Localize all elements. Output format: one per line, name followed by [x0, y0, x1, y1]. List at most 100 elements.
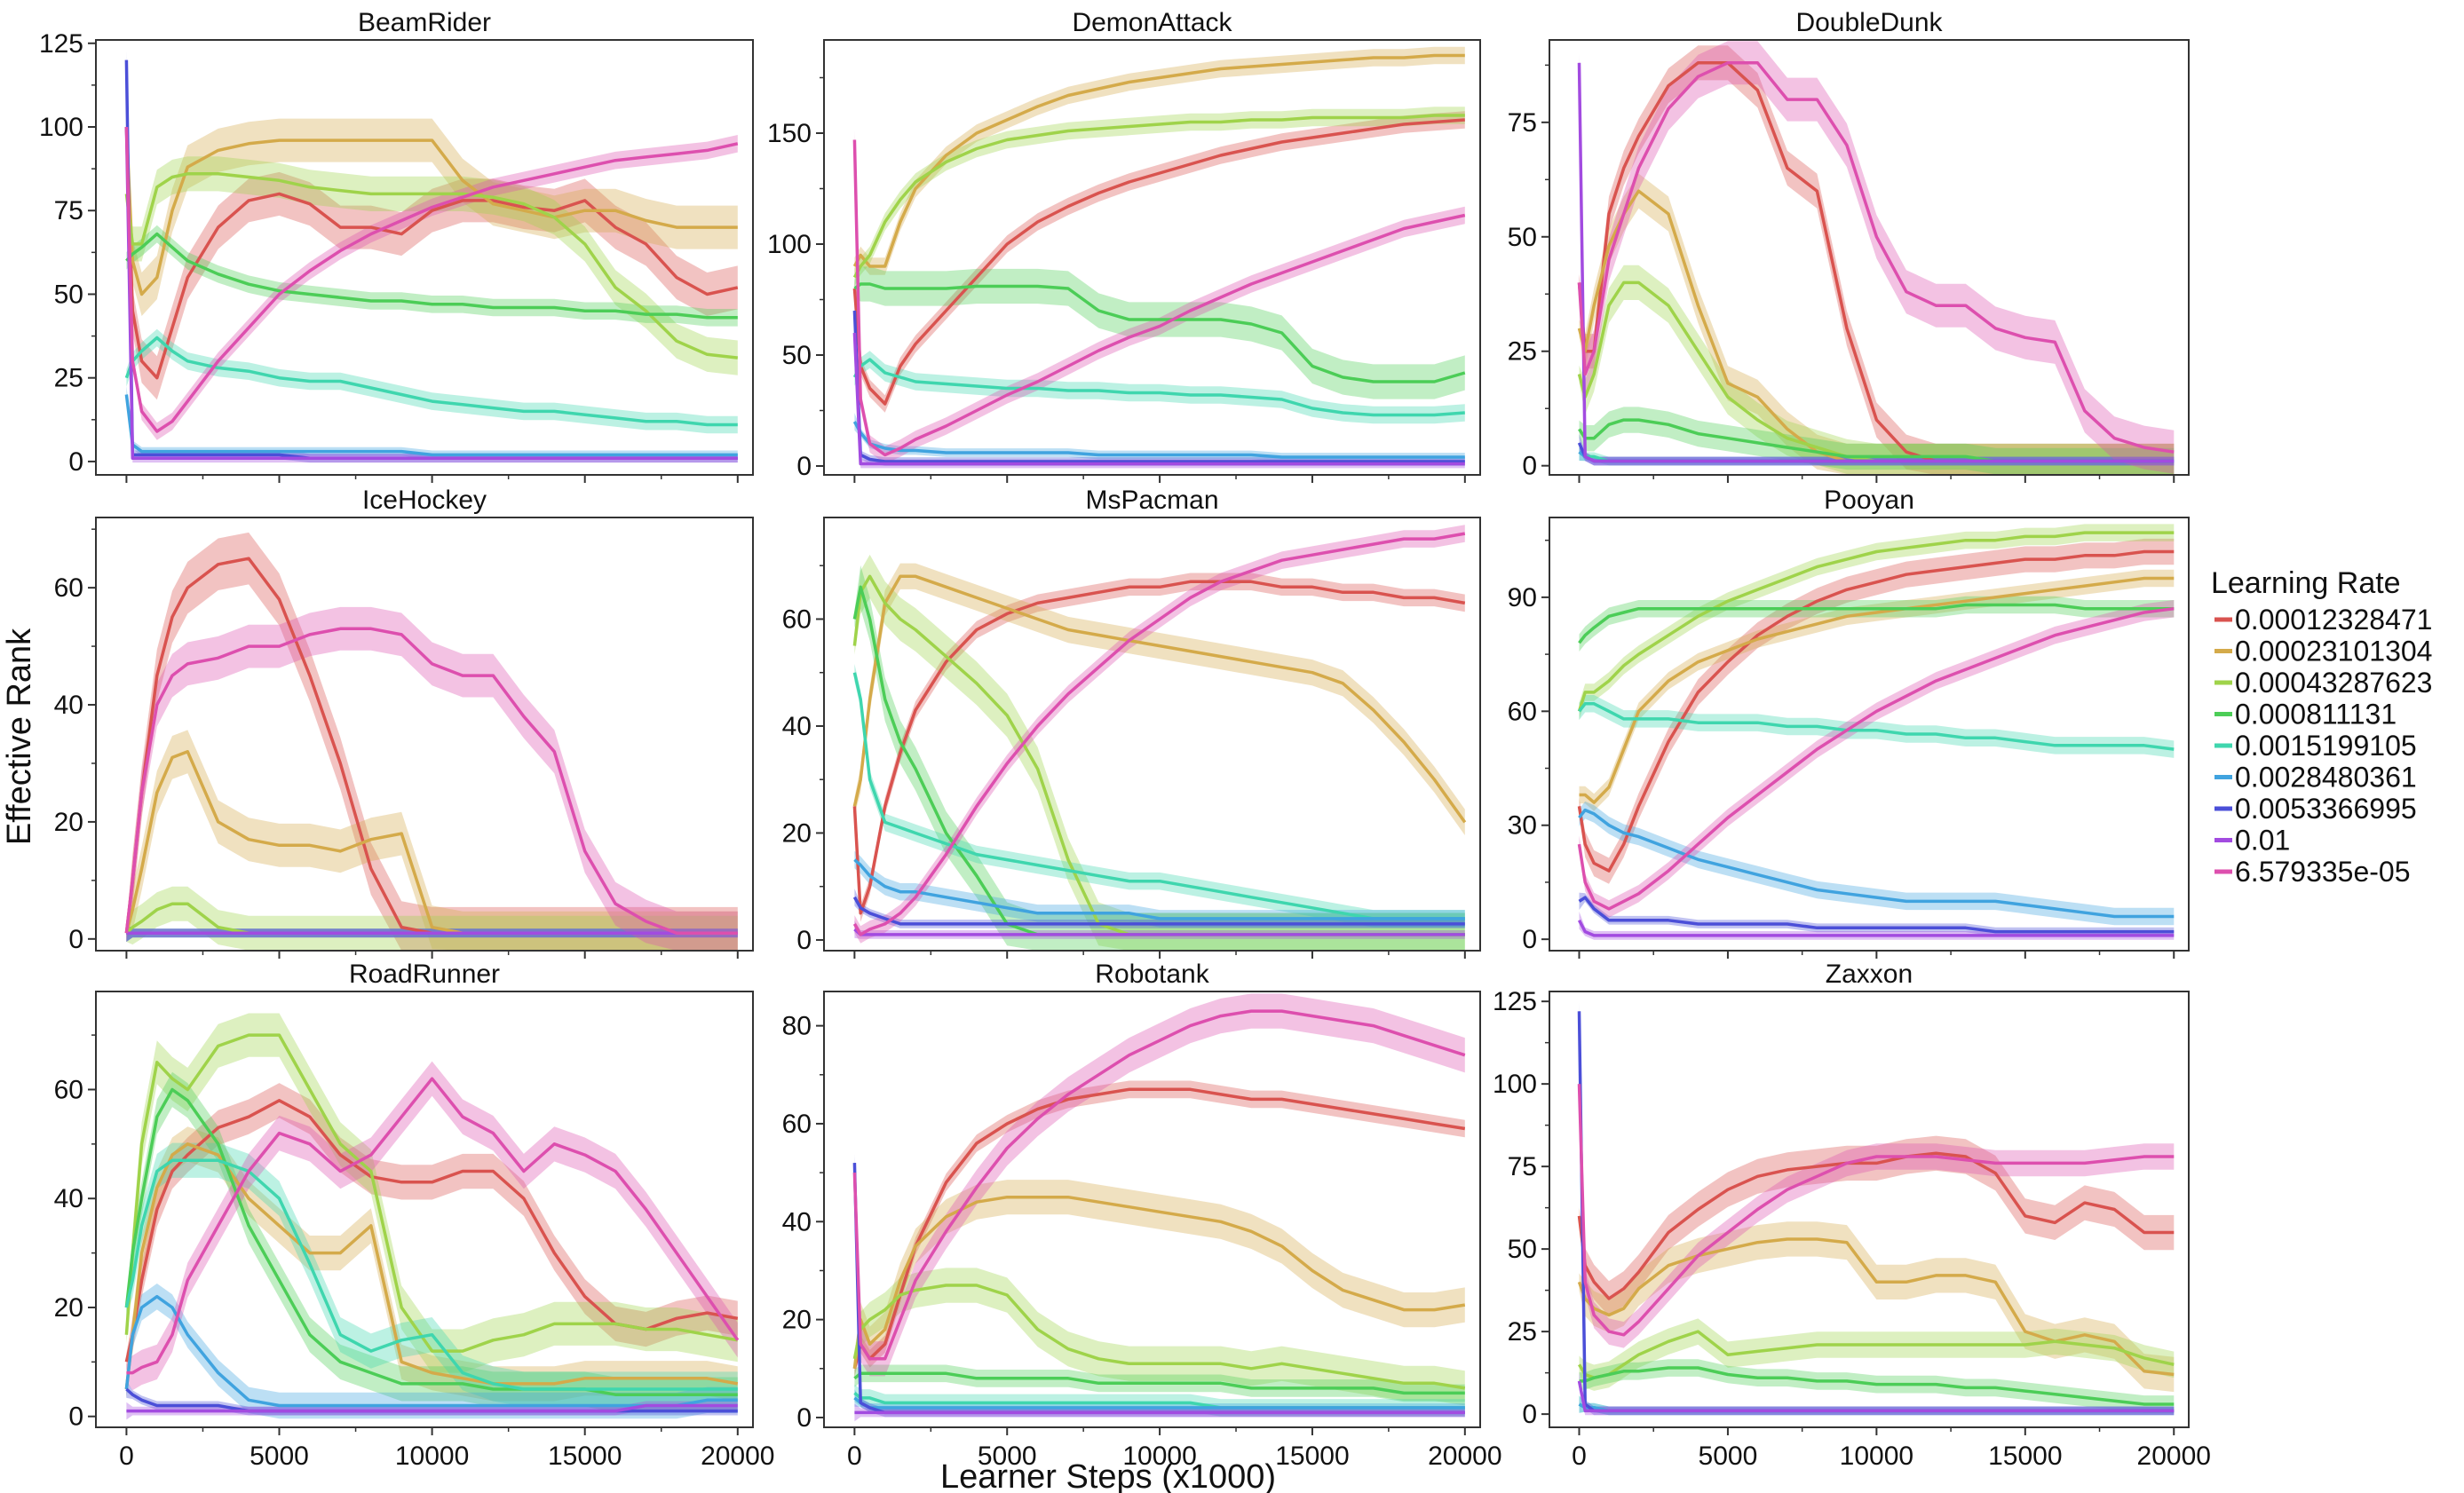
y-tick-label: 0	[68, 447, 83, 477]
y-tick-label: 0	[1522, 1400, 1537, 1429]
legend-label: 0.00023101304	[2235, 636, 2432, 668]
panel-robotank: Robotank 0 20 40 60 80 0 5000 10000 15000 20000	[782, 960, 1502, 1471]
line-0-0015199105	[124, 336, 738, 427]
x-tick-label: 10000	[1840, 1442, 1913, 1471]
legend-item: 6.579335e-05	[2214, 856, 2411, 888]
line-0-01	[1577, 62, 2175, 463]
y-tick-label: 60	[54, 573, 83, 603]
line-0-00012328471	[852, 580, 1466, 915]
band-0-00043287623	[1579, 524, 2175, 721]
y-tick-label: 75	[1508, 1152, 1537, 1181]
y-tick-label: 20	[782, 818, 812, 848]
band-0-00023101304	[1579, 173, 2175, 475]
y-tick-label: 60	[54, 1075, 83, 1104]
y-tick-label: 0	[68, 925, 83, 954]
panel-mspacman: MsPacman 0 20 40 60	[782, 486, 1481, 959]
line-0-0015199105	[1578, 702, 2175, 751]
y-tick-label: 100	[39, 113, 83, 142]
x-tick-label: 5000	[250, 1442, 309, 1471]
plot-frame	[1549, 517, 2190, 952]
panel-title: MsPacman	[1085, 486, 1218, 515]
line-0-00043287623	[1577, 1330, 2175, 1379]
y-tick-label: 25	[1508, 337, 1537, 367]
line-0-00012328471	[1577, 1151, 2175, 1300]
x-tick-label: 20000	[1428, 1442, 1501, 1471]
panel-title: DemonAttack	[1072, 8, 1232, 37]
y-tick-label: 40	[54, 691, 83, 720]
band-0-00043287623	[854, 1268, 1465, 1406]
line-6-579335e-05	[124, 126, 739, 433]
line-6-579335e-05	[126, 1077, 740, 1375]
line-0-01	[126, 1403, 738, 1413]
line-6-579335e-05	[1577, 1084, 2175, 1337]
legend-item: 0.0028480361	[2214, 762, 2417, 794]
legend-item: 0.00012328471	[2214, 604, 2432, 636]
panel-title: RoadRunner	[349, 960, 500, 989]
line-0-01	[853, 928, 1465, 936]
y-tick-label: 20	[54, 1293, 83, 1323]
line-0-00043287623	[852, 114, 1465, 279]
legend-label: 0.01	[2235, 825, 2290, 857]
y-tick-label: 0	[1522, 925, 1537, 954]
y-tick-label: 50	[1508, 223, 1537, 252]
panel-title: BeamRider	[358, 8, 491, 37]
panel-grid: BeamRider 0 25 50 75 100 125 DemonAttack 0 50 100 1…	[39, 8, 2211, 1471]
band-0-00023101304	[126, 118, 738, 316]
band-0-00043287623	[1579, 1318, 2175, 1391]
line-0-0028480361	[124, 1294, 738, 1408]
series-group	[1577, 1002, 2175, 1416]
y-tick-label: 125	[39, 29, 83, 59]
line-0-000811131	[1578, 603, 2175, 644]
line-0-00023101304	[852, 53, 1465, 268]
y-tick-label: 40	[782, 1207, 812, 1236]
y-tick-label: 100	[1493, 1070, 1537, 1099]
line-0-0015199105	[852, 358, 1465, 417]
band-0-0015199105	[854, 664, 1465, 928]
legend-label: 0.00012328471	[2235, 604, 2432, 636]
line-6-579335e-05	[852, 1009, 1466, 1361]
legend-label: 0.00043287623	[2235, 667, 2432, 699]
y-tick-label: 40	[54, 1184, 83, 1213]
legend-label: 0.000811131	[2235, 699, 2397, 731]
band-0-0028480361	[854, 413, 1465, 462]
line-0-00023101304	[852, 1195, 1466, 1370]
band-0-000811131	[1579, 407, 2175, 475]
band-6-579335e-05	[126, 1061, 738, 1391]
y-tick-label: 50	[782, 341, 812, 370]
line-6-579335e-05	[852, 139, 1466, 457]
line-0-0053366995	[852, 896, 1465, 926]
line-0-000811131	[853, 1371, 1465, 1395]
panel-icehockey: IceHockey 0 20 40 60	[54, 486, 754, 959]
band-6-579335e-05	[1579, 41, 2175, 474]
line-6-579335e-05	[1577, 61, 2175, 454]
line-0-01	[1577, 1380, 2175, 1413]
y-tick-label: 75	[54, 196, 83, 225]
line-0-00023101304	[1577, 1237, 2175, 1377]
x-tick-label: 15000	[1988, 1442, 2062, 1471]
band-6-579335e-05	[126, 118, 738, 440]
line-0-00012328471	[852, 118, 1465, 406]
series-group	[852, 46, 1466, 469]
x-tick-label: 10000	[1122, 1442, 1196, 1471]
line-0-000811131	[1579, 1366, 2175, 1406]
series-group	[124, 51, 739, 463]
x-tick-label: 5000	[1699, 1442, 1758, 1471]
plot-frame	[823, 991, 1481, 1428]
line-0-0053366995	[852, 310, 1465, 463]
y-tick-label: 20	[54, 808, 83, 837]
band-0-00023101304	[1579, 569, 2175, 811]
series-group	[852, 993, 1466, 1422]
y-tick-label: 60	[1508, 697, 1537, 726]
plot-frame	[823, 517, 1481, 952]
legend-item: 0.00043287623	[2214, 667, 2432, 699]
y-tick-label: 50	[1508, 1235, 1537, 1264]
band-6-579335e-05	[854, 525, 1465, 944]
legend-item: 0.0053366995	[2214, 793, 2417, 825]
band-0-00043287623	[126, 156, 738, 375]
panel-roadrunner: RoadRunner 0 20 40 60 0 5000 10000 15000 20000	[54, 960, 775, 1471]
x-tick-label: 0	[119, 1442, 134, 1471]
legend-label: 0.0053366995	[2235, 793, 2417, 825]
line-0-0028480361	[853, 1396, 1465, 1410]
legend-label: 6.579335e-05	[2235, 856, 2411, 888]
series-group	[124, 1013, 740, 1420]
